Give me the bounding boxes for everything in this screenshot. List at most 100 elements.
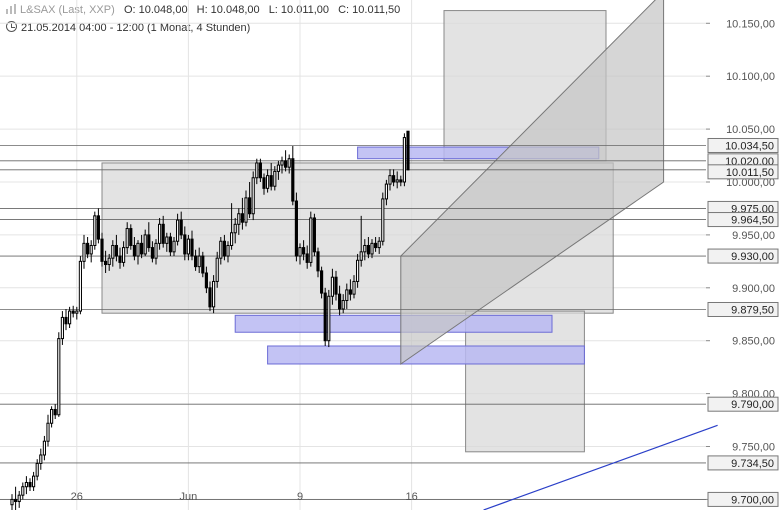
candle xyxy=(82,234,86,269)
candle-body-up xyxy=(89,244,93,255)
price-level-label: 9.790,00 xyxy=(731,399,774,411)
candle-body-up xyxy=(186,238,190,255)
candle xyxy=(312,213,316,257)
candle xyxy=(262,173,266,195)
candle-body-up xyxy=(266,175,270,189)
trendline-group xyxy=(483,424,718,510)
candle-body-up xyxy=(32,475,36,488)
candle xyxy=(406,130,410,171)
candle xyxy=(78,256,82,315)
candle-body-down xyxy=(14,498,18,503)
candle xyxy=(388,169,392,191)
candle-body-down xyxy=(201,255,205,274)
y-axis: 10.150,00 10.100,00 10.050,00 10.000,00 9.95… xyxy=(706,18,779,507)
candle xyxy=(255,158,259,185)
candle-body-down xyxy=(305,253,309,263)
candle-body-down xyxy=(312,217,316,253)
y-tick-label: 10.100,00 xyxy=(726,71,775,83)
candle xyxy=(150,241,154,263)
candle xyxy=(60,311,64,345)
open-value: O: 10.048,00 xyxy=(123,4,188,16)
candle xyxy=(161,215,165,248)
candle xyxy=(96,208,100,244)
candle-body-down xyxy=(204,272,208,289)
candle-body-up xyxy=(125,228,129,249)
candle-body-up xyxy=(60,316,64,340)
candle-body-down xyxy=(406,130,410,171)
candle-body-up xyxy=(381,198,385,242)
price-level-label: 9.930,00 xyxy=(731,251,774,263)
candle xyxy=(201,251,205,278)
candle xyxy=(305,245,309,269)
candle-body-down xyxy=(284,160,288,168)
candle xyxy=(381,192,385,246)
price-level-label: 9.734,50 xyxy=(731,458,774,470)
candle xyxy=(323,287,327,346)
candle xyxy=(14,486,18,510)
candle-body-down xyxy=(222,240,226,257)
candle xyxy=(132,237,136,261)
candle-body-up xyxy=(143,234,147,255)
candle-body-up xyxy=(233,223,237,234)
candle-body-up xyxy=(57,338,61,416)
candle-body-down xyxy=(262,177,266,189)
candle-body-up xyxy=(395,179,399,183)
candle xyxy=(42,435,46,461)
candle-body-down xyxy=(147,234,151,249)
candle-body-down xyxy=(132,244,136,257)
price-level-rect xyxy=(707,248,779,264)
candle xyxy=(154,239,158,265)
price-level-label: 10.011,50 xyxy=(726,167,774,179)
symbol-label: L&SAX (Last, XXP) xyxy=(20,4,115,16)
candle xyxy=(273,166,277,191)
candle xyxy=(53,404,57,420)
candle-body-up xyxy=(388,175,392,185)
candle xyxy=(194,249,198,271)
candle-body-up xyxy=(35,462,39,477)
candle xyxy=(208,281,212,312)
price-level-box: 9.734,50 xyxy=(707,455,779,471)
candle xyxy=(338,285,342,316)
candle-body-down xyxy=(161,223,165,244)
candle xyxy=(266,169,270,193)
candle xyxy=(392,169,396,187)
y-tick-label: 9.900,00 xyxy=(732,283,775,295)
candle-body-up xyxy=(172,240,176,253)
candle-body-down xyxy=(316,251,320,272)
candle xyxy=(10,494,14,510)
candle xyxy=(287,154,291,174)
candle-body-up xyxy=(230,232,234,246)
low-value: L: 10.011,00 xyxy=(268,4,330,16)
candle xyxy=(21,482,25,500)
candle-body-up xyxy=(68,310,72,325)
candle xyxy=(402,133,406,187)
candle xyxy=(39,448,43,470)
candle-body-up xyxy=(345,289,349,301)
candle-body-down xyxy=(100,238,104,262)
candle-body-up xyxy=(24,481,28,488)
candle-body-down xyxy=(399,179,403,183)
candle xyxy=(186,234,190,261)
candle-body-down xyxy=(64,316,68,325)
candle-body-up xyxy=(352,280,356,295)
candle-body-down xyxy=(334,276,338,295)
chart-range: 21.05.2014 04:00 - 12:00 (1 Monat, 4 Stu… xyxy=(6,21,250,34)
candle xyxy=(294,192,298,262)
candle-body-up xyxy=(309,217,313,263)
candle xyxy=(215,251,219,288)
candle-body-up xyxy=(154,242,158,259)
candle xyxy=(377,237,381,254)
bar-logo-icon xyxy=(6,4,16,14)
candle-body-up xyxy=(215,257,219,282)
candle-body-up xyxy=(197,255,201,268)
price-level-label: 9.700,00 xyxy=(731,494,774,506)
candle-body-down xyxy=(140,242,144,255)
candle xyxy=(183,226,187,261)
candle-body-down xyxy=(258,162,262,179)
candle xyxy=(68,306,72,329)
price-level-rect xyxy=(707,137,779,153)
candle xyxy=(165,232,169,252)
candle-body-down xyxy=(240,213,244,223)
candle xyxy=(28,478,32,491)
price-level-box: 9.964,50 xyxy=(707,212,779,228)
